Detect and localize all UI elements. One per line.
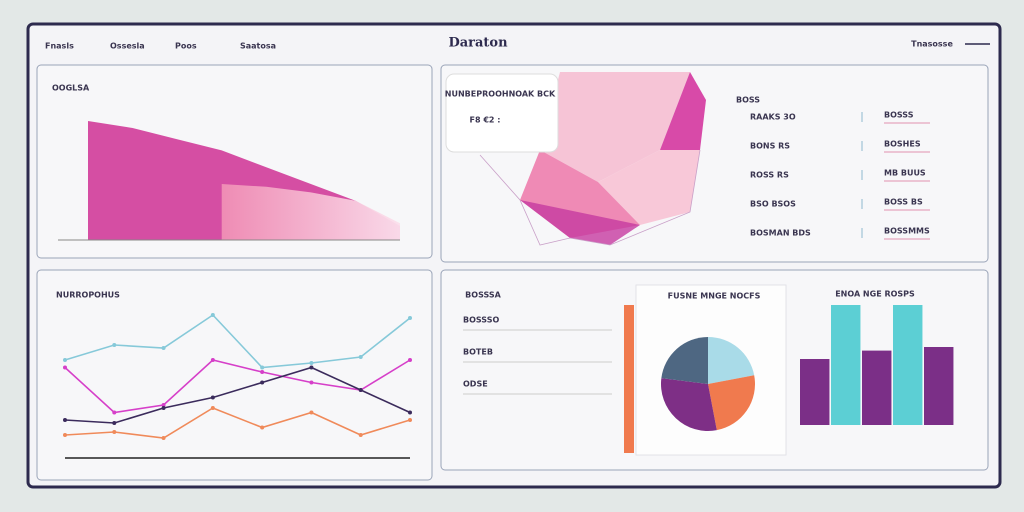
point <box>260 365 265 370</box>
summary-title: BOSSSA <box>465 291 501 300</box>
point <box>309 380 314 385</box>
nav-item[interactable]: Saatosa <box>240 42 276 51</box>
popup-title: NUNBEPROOHNOAK BCK <box>445 90 556 99</box>
point <box>63 433 67 437</box>
nav-item[interactable]: Ossesla <box>110 42 145 51</box>
point <box>63 418 67 422</box>
line <box>64 407 411 439</box>
point <box>408 410 412 415</box>
point <box>161 403 166 407</box>
pie-slice <box>708 375 755 431</box>
bar <box>831 305 861 425</box>
point <box>112 410 117 415</box>
point <box>63 358 67 362</box>
network-graphic <box>479 72 706 246</box>
list-item: ROSS RS <box>750 171 789 180</box>
point <box>358 388 363 392</box>
summary-list: BOSSSO BOTEB ODSE <box>463 316 612 395</box>
point <box>408 418 412 422</box>
point <box>112 430 117 434</box>
point <box>309 361 314 365</box>
point <box>408 358 412 362</box>
chart-title: FUSNE MNGE NOCFS <box>668 292 761 301</box>
header-action[interactable]: Tnasosse <box>911 40 953 49</box>
bar <box>862 350 892 425</box>
list-item: BOSHES <box>884 140 921 149</box>
point <box>309 410 314 415</box>
summary-item: ODSE <box>463 380 488 389</box>
bar <box>893 305 923 425</box>
point <box>260 370 265 374</box>
chart-title: NURROPOHUS <box>56 291 120 300</box>
point <box>260 380 265 385</box>
line <box>64 366 411 424</box>
point <box>112 421 117 425</box>
point <box>210 358 215 362</box>
list-item: BONS RS <box>750 142 790 151</box>
popup-value: F8 €2 : <box>470 116 501 125</box>
pie-slice <box>661 337 708 384</box>
area <box>221 184 400 240</box>
nav-item[interactable]: Poos <box>175 42 197 51</box>
list-title: BOSS <box>736 96 760 105</box>
point <box>210 313 215 317</box>
panel <box>36 269 433 481</box>
summary-item: BOSSSO <box>463 316 499 325</box>
list-item: MB BUUS <box>884 169 926 178</box>
app-title: Daraton <box>448 36 508 51</box>
bar <box>800 359 830 425</box>
point <box>260 425 265 430</box>
point <box>358 433 363 437</box>
bar <box>924 347 954 425</box>
line <box>64 313 411 369</box>
point <box>210 395 215 400</box>
chart-title: OOGLSA <box>52 84 90 93</box>
popup <box>445 73 559 153</box>
list-item: RAAKS 3O <box>750 113 796 122</box>
point <box>112 343 117 347</box>
pie-slice <box>708 337 755 384</box>
point <box>309 365 314 370</box>
chart-title: ENOA NGE ROSPS <box>835 290 915 299</box>
point <box>161 406 166 410</box>
list-item: BOSSMMS <box>884 227 930 236</box>
nav: Fnasls Ossesla Poos Saatosa <box>45 42 276 51</box>
list-item: BSO BSOS <box>750 200 796 209</box>
point <box>161 346 166 350</box>
list-item: BOSSS <box>884 111 914 120</box>
accent-bar <box>624 305 634 453</box>
point <box>161 436 166 440</box>
point <box>358 355 363 359</box>
lists: RAAKS 3O BONS RS ROSS RS BSO BSOS BOSMAN BDS… <box>750 111 930 240</box>
summary-item: BOTEB <box>463 348 493 357</box>
point <box>63 365 67 370</box>
point <box>210 406 215 410</box>
point <box>408 316 412 320</box>
line <box>64 359 411 414</box>
nav-item[interactable]: Fnasls <box>45 42 74 51</box>
list-item: BOSMAN BDS <box>750 229 811 238</box>
list-item: BOSS BS <box>884 198 923 207</box>
pie-slice <box>661 378 717 432</box>
